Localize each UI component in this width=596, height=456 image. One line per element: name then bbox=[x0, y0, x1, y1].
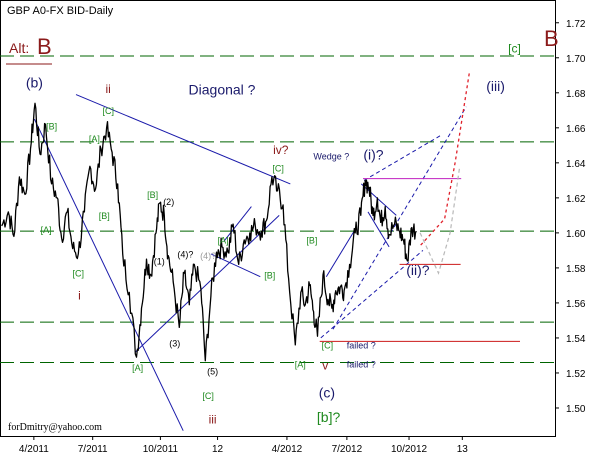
wave-label: Diagonal ? bbox=[189, 82, 256, 98]
wave-label: iii bbox=[209, 413, 217, 427]
chart-title: GBP A0-FX BID-Daily bbox=[7, 5, 114, 17]
y-tick-label: 1.50 bbox=[566, 404, 586, 415]
wave-label: failed ? bbox=[347, 340, 376, 350]
wave-label: [A] bbox=[41, 225, 52, 235]
y-tick-label: 1.58 bbox=[566, 264, 586, 275]
wave-label: [C] bbox=[202, 391, 214, 401]
x-tick-label: 7/2012 bbox=[332, 444, 363, 455]
wave-label: iv? bbox=[273, 143, 289, 157]
x-tick-label: 4/2012 bbox=[272, 444, 303, 455]
x-tick-label: 10/2012 bbox=[391, 444, 428, 455]
forecast-path-main bbox=[420, 71, 471, 246]
alt-wave-label: B bbox=[37, 34, 52, 59]
x-tick-label: 4/2011 bbox=[19, 444, 49, 455]
trendline bbox=[135, 215, 280, 353]
trendline bbox=[75, 94, 291, 185]
main-wave-label: B bbox=[544, 26, 559, 51]
wave-annotations: (b) [B] [A] [C] i [A] [C] ii [B] Diagonal ? [A] [B]… bbox=[26, 42, 521, 427]
price-line bbox=[1, 102, 417, 362]
y-tick-label: 1.64 bbox=[566, 159, 586, 170]
trendline bbox=[210, 253, 261, 278]
y-tick-label: 1.54 bbox=[566, 334, 586, 345]
wave-label: [c] bbox=[508, 42, 521, 56]
wave-label: [B] bbox=[147, 190, 158, 200]
dashed-channel-line bbox=[332, 106, 467, 330]
wave-label: Wedge ? bbox=[313, 151, 349, 161]
y-tick-label: 1.68 bbox=[566, 89, 586, 100]
wave-label: (3) bbox=[169, 339, 180, 349]
x-tick-label: 12 bbox=[212, 444, 224, 455]
wave-label: (5) bbox=[207, 367, 218, 377]
y-tick-label: 1.62 bbox=[566, 194, 586, 205]
wave-label: [C] bbox=[102, 106, 114, 116]
wave-label: (4)? bbox=[177, 249, 193, 259]
wave-label: [C] bbox=[322, 340, 334, 350]
x-tick-label: 10/2011 bbox=[143, 444, 179, 455]
trendline bbox=[325, 229, 356, 277]
wave-label: [A] bbox=[295, 360, 306, 370]
wave-label: (2) bbox=[163, 197, 174, 207]
wave-label: v bbox=[322, 359, 328, 373]
wave-label: (iii) bbox=[486, 78, 505, 94]
wave-label: (1) bbox=[154, 256, 165, 266]
wave-label: (4)? bbox=[200, 251, 216, 261]
x-tick-label: 13 bbox=[457, 444, 469, 455]
dashed-channel-line bbox=[363, 134, 443, 181]
wave-label: (i)? bbox=[363, 146, 383, 162]
wave-label: (b) bbox=[26, 75, 43, 91]
plot-frame bbox=[0, 0, 556, 437]
wave-label: [B] bbox=[46, 122, 57, 132]
y-tick-label: 1.70 bbox=[566, 54, 586, 65]
y-tick-label: 1.66 bbox=[566, 124, 586, 135]
y-tick-label: 1.52 bbox=[566, 369, 586, 380]
wave-label: [b]? bbox=[317, 409, 341, 425]
wave-label: [B] bbox=[306, 235, 317, 245]
wave-label: [C] bbox=[272, 164, 284, 174]
trendline bbox=[223, 206, 252, 242]
wave-label: (ii)? bbox=[406, 262, 430, 278]
y-tick-label: 1.56 bbox=[566, 299, 586, 310]
x-axis: 4/2011 7/2011 10/2011 12 4/2012 7/2012 10/2012… bbox=[19, 436, 468, 455]
y-tick-label: 1.72 bbox=[566, 19, 586, 30]
wave-label: (c) bbox=[319, 385, 335, 401]
forecast-path-alt bbox=[419, 168, 461, 275]
credit-text: forDmitry@yahoo.com bbox=[8, 422, 102, 433]
x-tick-label: 7/2011 bbox=[78, 444, 108, 455]
wave-label: [C] bbox=[73, 269, 85, 279]
horizontal-levels bbox=[0, 55, 555, 363]
wave-label: failed ? bbox=[347, 360, 376, 370]
alt-prefix-label: Alt: bbox=[9, 40, 29, 56]
dashed-channel-line bbox=[320, 250, 424, 339]
y-axis: 1.50 1.52 1.54 1.56 1.58 1.60 1.62 1.64 1.66 1.68… bbox=[555, 19, 586, 415]
price-series bbox=[1, 102, 417, 362]
y-tick-label: 1.60 bbox=[566, 229, 586, 240]
wave-label: ii bbox=[106, 82, 111, 96]
wave-label: [B] bbox=[99, 211, 110, 221]
wave-label: [B] bbox=[264, 270, 275, 280]
wave-label: i bbox=[78, 288, 81, 302]
alt-label-group: Alt: B bbox=[6, 34, 52, 65]
trendline bbox=[33, 118, 184, 431]
trendline bbox=[367, 211, 390, 248]
wave-label: [A] bbox=[89, 134, 100, 144]
wave-label: [A] bbox=[132, 363, 143, 373]
wave-label: [A] bbox=[218, 235, 229, 245]
